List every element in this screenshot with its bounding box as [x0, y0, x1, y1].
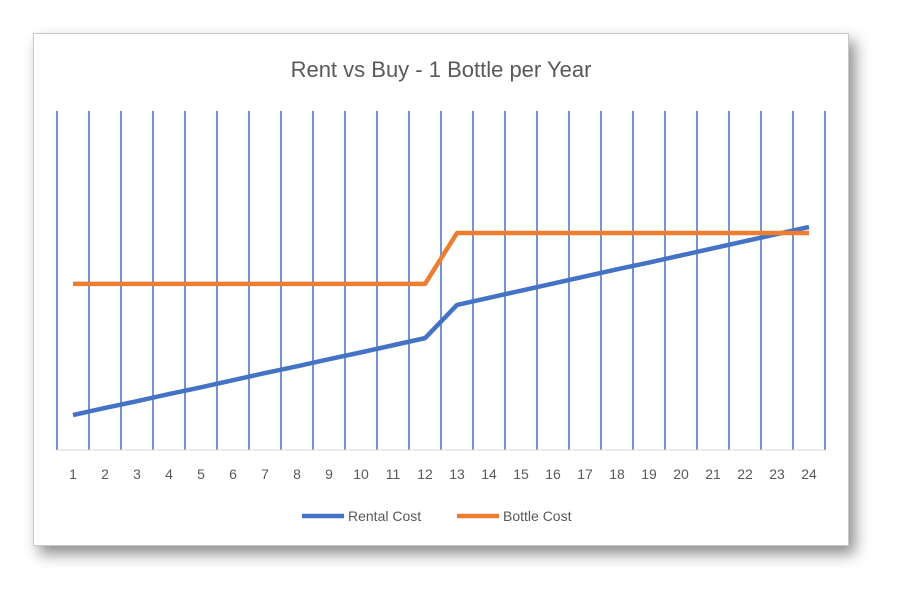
x-tick-label: 10 — [353, 466, 369, 482]
x-tick-label: 19 — [641, 466, 657, 482]
x-tick-label: 1 — [69, 466, 77, 482]
x-tick-label: 18 — [609, 466, 625, 482]
x-tick-label: 9 — [325, 466, 333, 482]
x-tick-label: 21 — [705, 466, 721, 482]
legend-item: Bottle Cost — [457, 508, 572, 524]
x-tick-label: 5 — [197, 466, 205, 482]
x-tick-label: 24 — [801, 466, 817, 482]
gridlines — [56, 111, 826, 451]
series-lines — [72, 224, 810, 418]
legend-item: Rental Cost — [302, 508, 421, 524]
x-tick-label: 23 — [769, 466, 785, 482]
x-tick-label: 12 — [417, 466, 433, 482]
x-tick-label: 16 — [545, 466, 561, 482]
x-tick-label: 3 — [133, 466, 141, 482]
x-tick-label: 20 — [673, 466, 689, 482]
x-tick-label: 11 — [386, 466, 401, 482]
x-tick-label: 13 — [449, 466, 465, 482]
x-tick-label: 22 — [737, 466, 753, 482]
series-line-rental-cost — [72, 224, 810, 418]
x-tick-label: 2 — [101, 466, 109, 482]
x-tick-label: 17 — [577, 466, 593, 482]
x-tick-label: 14 — [481, 466, 497, 482]
series-line-bottle-cost — [73, 230, 809, 287]
x-tick-label: 8 — [293, 466, 301, 482]
x-tick-label: 6 — [229, 466, 237, 482]
x-tick-label: 4 — [165, 466, 173, 482]
chart-title: Rent vs Buy - 1 Bottle per Year — [291, 57, 592, 82]
x-tick-label: 15 — [513, 466, 529, 482]
x-tick-label: 7 — [261, 466, 269, 482]
x-axis-ticks: 1 2 3 4 5 6 7 8 9 10 11 12 13 14 15 16 17 18 19 20 21 22 23 24 — [69, 466, 817, 482]
legend-label: Bottle Cost — [503, 508, 572, 524]
legend: Rental Cost Bottle Cost — [302, 508, 572, 524]
legend-label: Rental Cost — [348, 508, 421, 524]
